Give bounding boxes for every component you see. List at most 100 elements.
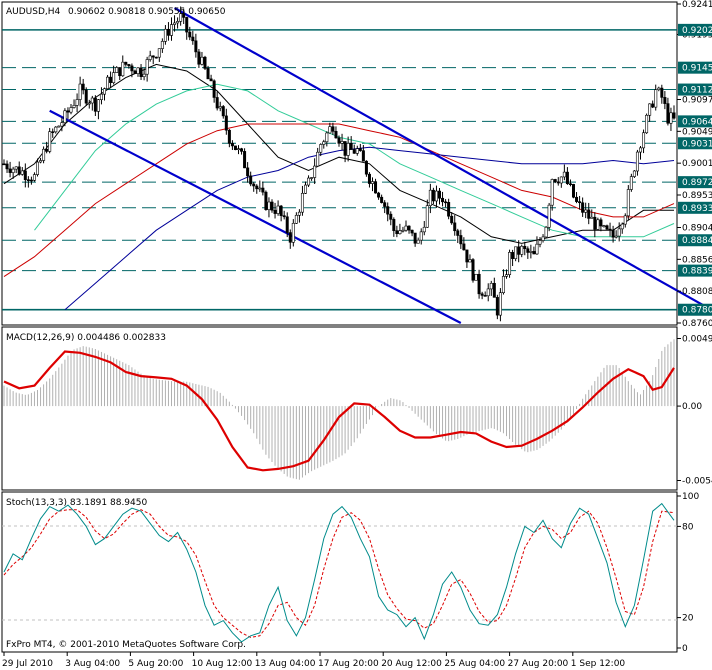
- candle-body: [313, 165, 317, 178]
- stoch-panel-frame: [1, 491, 678, 653]
- price-panel[interactable]: AUDUSD,H4 0.90602 0.90818 0.90555 0.9065…: [1, 1, 712, 326]
- candle-body: [90, 97, 94, 104]
- candle-body: [447, 202, 451, 217]
- candle-body: [489, 282, 493, 290]
- candle-body: [78, 83, 82, 100]
- candle-body: [581, 202, 585, 213]
- candle-body: [310, 177, 314, 179]
- candle-body: [657, 87, 661, 91]
- candle-body: [632, 170, 636, 177]
- candle-body: [413, 232, 417, 244]
- candle-body: [444, 201, 448, 204]
- candle-body: [20, 170, 24, 175]
- candle-body: [450, 215, 454, 224]
- candle-body: [203, 56, 207, 69]
- candle-body: [145, 59, 149, 75]
- candle-body: [96, 99, 100, 112]
- candle-body: [642, 132, 646, 149]
- candle-body: [334, 131, 338, 139]
- candle-body: [660, 87, 664, 98]
- candle-body: [434, 190, 438, 202]
- candle-body: [154, 56, 158, 59]
- candle-body: [35, 161, 39, 175]
- candle-body: [279, 205, 283, 216]
- candle-body: [361, 150, 365, 162]
- candle-body: [404, 225, 408, 231]
- stoch-panel[interactable]: Stoch(13,3,3) 83.1891 88.9450 FxPro MT4,…: [1, 491, 678, 653]
- macd-tick-label: -0.00545: [682, 476, 712, 486]
- candle-body: [307, 177, 311, 186]
- candle-body: [605, 225, 609, 230]
- candle-body: [81, 83, 85, 91]
- time-tick-label: 29 Jul 2010: [2, 659, 53, 669]
- candle-body: [358, 148, 362, 151]
- macd-histogram: [3, 339, 675, 480]
- candle-body: [328, 126, 332, 134]
- candle-body: [608, 228, 612, 231]
- candle-body: [127, 64, 131, 67]
- candle-body: [416, 239, 420, 244]
- level-label: 0.87800: [682, 306, 712, 316]
- candle-body: [72, 105, 76, 108]
- candle-body: [584, 209, 588, 213]
- candle-body: [300, 192, 304, 213]
- candle-body: [617, 228, 621, 237]
- candle-body: [672, 112, 676, 119]
- candle-body: [471, 259, 475, 281]
- time-tick-label: 20 Aug 12:00: [381, 659, 442, 669]
- candle-body: [288, 232, 292, 243]
- candle-body: [273, 209, 277, 214]
- candle-body: [124, 61, 128, 65]
- candle-body: [389, 213, 393, 220]
- level-label-bg: [678, 61, 712, 74]
- candle-body: [559, 176, 563, 184]
- moving-average-line: [34, 83, 675, 238]
- candle-body: [39, 160, 43, 163]
- candle-body: [258, 187, 262, 190]
- candle-body: [29, 179, 33, 182]
- stoch-tick-label: 20: [682, 614, 694, 624]
- candle-body: [282, 215, 286, 218]
- candle-body: [377, 192, 381, 198]
- candle-body: [200, 56, 204, 65]
- time-axis: 29 Jul 2010 3 Aug 04:00 5 Aug 20:00 10 Aug …: [2, 652, 625, 669]
- candle-body: [514, 246, 518, 259]
- stoch-tick-label: 100: [682, 492, 699, 502]
- candle-body: [407, 225, 411, 231]
- candle-body: [611, 229, 615, 238]
- channel-lines: [49, 7, 712, 324]
- candle-body: [93, 97, 97, 112]
- macd-axis: 0.00495 0.00 -0.00545: [677, 335, 712, 486]
- candle-body: [179, 13, 183, 22]
- candle-body: [249, 175, 253, 185]
- candle-body: [419, 231, 423, 241]
- candle-body: [322, 141, 326, 145]
- candle-body: [431, 189, 435, 202]
- candle-body: [654, 89, 658, 108]
- ohlc-readout: 0.90602 0.90818 0.90555 0.90650: [68, 7, 226, 17]
- candle-body: [483, 295, 487, 297]
- candle-body: [395, 230, 399, 235]
- candle-body: [157, 48, 161, 58]
- candle-body: [17, 166, 21, 175]
- level-label-bg: [678, 115, 712, 128]
- time-tick-label: 27 Aug 20:00: [508, 659, 569, 669]
- candle-body: [109, 76, 113, 83]
- candle-body: [221, 106, 225, 117]
- candle-body: [233, 145, 237, 151]
- macd-panel[interactable]: MACD(12,26,9) 0.004486 0.002833: [1, 326, 678, 491]
- candle-body: [645, 114, 649, 134]
- candle-body: [456, 230, 460, 236]
- candle-body: [511, 252, 515, 259]
- candle-body: [45, 148, 49, 152]
- candle-body: [340, 141, 344, 144]
- candle-body: [565, 171, 569, 185]
- level-label-bg: [678, 303, 712, 316]
- candle-body: [285, 216, 289, 233]
